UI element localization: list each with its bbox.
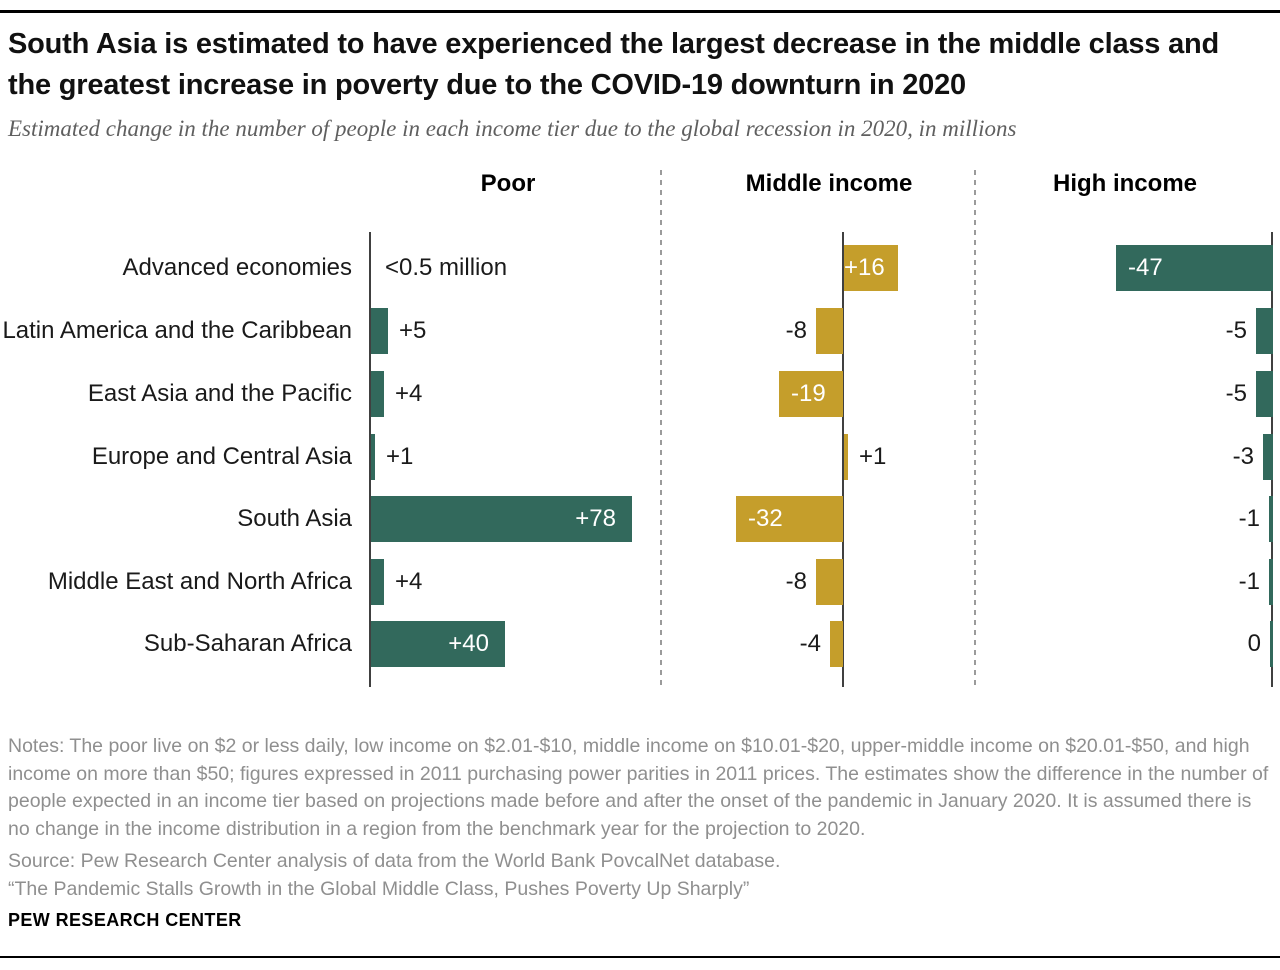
- bar-poor-2: [371, 371, 384, 417]
- bar-high-income-1: [1256, 308, 1273, 354]
- value-label-poor-0: <0.5 million: [385, 254, 508, 281]
- value-label-middle-income-4: -32: [748, 505, 783, 532]
- value-label-poor-1: +5: [399, 317, 427, 344]
- bar-high-income-6: [1270, 621, 1273, 667]
- value-label-middle-income-6: -4: [799, 630, 821, 657]
- panel-header-poor: Poor: [480, 170, 536, 197]
- notes-text: Notes: The poor live on $2 or less daily…: [8, 735, 1269, 840]
- bottom-rule: [0, 956, 1280, 958]
- row-label-latin-america: Latin America and the Caribbean: [2, 317, 352, 344]
- value-label-high-income-6: 0: [1247, 630, 1261, 657]
- row-label-advanced-economies: Advanced economies: [122, 254, 352, 281]
- value-label-high-income-2: -5: [1225, 380, 1247, 407]
- bar-poor-3: [371, 434, 375, 480]
- value-label-middle-income-0: +16: [844, 254, 885, 281]
- bar-middle-income-0: [844, 245, 898, 291]
- chart-title: South Asia is estimated to have experien…: [8, 28, 1220, 101]
- bar-high-income-5: [1269, 559, 1273, 605]
- value-label-high-income-5: -1: [1238, 568, 1260, 595]
- axis-poor: [369, 232, 371, 687]
- value-label-middle-income-2: -19: [791, 380, 826, 407]
- bar-middle-income-2: [779, 371, 843, 417]
- value-label-poor-4: +78: [575, 505, 616, 532]
- bar-middle-income-4: [736, 496, 843, 542]
- value-label-high-income-3: -3: [1232, 443, 1254, 470]
- source-text: Source: Pew Research Center analysis of …: [8, 850, 781, 872]
- bar-poor-5: [371, 559, 384, 605]
- row-label-east-asia: East Asia and the Pacific: [87, 380, 352, 407]
- bar-middle-income-6: [830, 621, 843, 667]
- footer-brand: PEW RESEARCH CENTER: [8, 910, 242, 930]
- panel-header-high-income: High income: [1052, 170, 1198, 197]
- panel-separator-left: [660, 170, 662, 688]
- row-label-sub-saharan-africa: Sub-Saharan Africa: [143, 630, 352, 657]
- bar-middle-income-5: [816, 559, 843, 605]
- row-label-south-asia: South Asia: [237, 505, 352, 532]
- bar-high-income-4: [1269, 496, 1273, 542]
- panel-separator-right: [974, 170, 976, 688]
- panel-header-middle-income: Middle income: [745, 170, 913, 197]
- row-label-europe-central-asia: Europe and Central Asia: [91, 443, 352, 470]
- report-title-text: “The Pandemic Stalls Growth in the Globa…: [8, 878, 750, 900]
- value-label-high-income-4: -1: [1238, 505, 1260, 532]
- value-label-middle-income-1: -8: [785, 317, 807, 344]
- value-label-high-income-1: -5: [1225, 317, 1247, 344]
- bar-high-income-3: [1263, 434, 1273, 480]
- bar-high-income-0: [1116, 245, 1273, 291]
- bar-poor-1: [371, 308, 388, 354]
- row-label-middle-east: Middle East and North Africa: [47, 568, 352, 595]
- bar-middle-income-3: [844, 434, 848, 480]
- chart-subtitle: Estimated change in the number of people…: [8, 116, 1017, 141]
- value-label-high-income-0: -47: [1128, 254, 1163, 281]
- value-label-poor-6: +40: [448, 630, 489, 657]
- value-label-middle-income-3: +1: [859, 443, 887, 470]
- top-rule: [0, 10, 1280, 13]
- value-label-middle-income-5: -8: [785, 568, 807, 595]
- value-label-poor-5: +4: [395, 568, 423, 595]
- value-label-poor-3: +1: [386, 443, 414, 470]
- value-label-poor-2: +4: [395, 380, 423, 407]
- bar-poor-4: [371, 496, 632, 542]
- axis-middle-income: [842, 232, 844, 687]
- bar-high-income-2: [1256, 371, 1273, 417]
- bar-poor-6: [371, 621, 505, 667]
- bar-middle-income-1: [816, 308, 843, 354]
